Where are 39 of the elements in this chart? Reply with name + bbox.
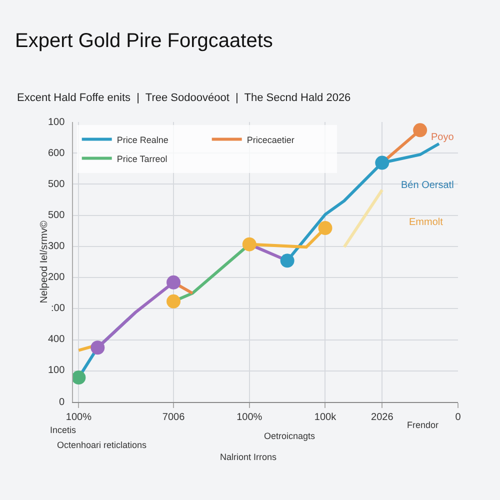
text: Frendor [407, 420, 439, 430]
text: 400 [48, 334, 66, 345]
x-tick-label: 100% [66, 412, 92, 423]
point [73, 370, 86, 385]
x-tick-label: 7006 [162, 412, 186, 423]
text: :00 [51, 303, 66, 314]
text: 500 [48, 210, 66, 221]
text: 100 [48, 365, 66, 376]
text: Incetis [50, 425, 77, 435]
point [318, 221, 332, 236]
point [242, 237, 256, 252]
x-tick-label: 2026 [371, 412, 394, 423]
point [166, 294, 181, 308]
point [413, 123, 428, 138]
text: Nalriont Irrons [220, 452, 278, 462]
point [375, 156, 390, 170]
text: 600 [48, 148, 66, 159]
legend-label: Pricecaetier [246, 134, 294, 145]
point [166, 275, 181, 290]
point [90, 340, 105, 355]
text: 200 [48, 272, 66, 283]
x-tick-label: 100% [236, 412, 262, 423]
legend-label: Price Tarreol [116, 154, 168, 164]
text: 500 [48, 179, 66, 190]
x-tick-label: 100k [314, 412, 338, 423]
text: 100 [48, 117, 66, 128]
annotation: Poyo [431, 132, 454, 143]
annotation: Bén Oersatl [401, 180, 454, 191]
text: 300 [48, 241, 66, 252]
chart-title: Expert Gold Pire Forgcaatets [15, 30, 273, 52]
chart-subtitle: Excent Hald Foffe enits | Tree Sodoovéoot | The Secnd Hald 2026 [17, 92, 351, 104]
y-axis-title: Nelpeod Iel/srmv© [39, 220, 50, 304]
x-tick-label: 0 [455, 412, 462, 423]
legend-label: Price Realne [116, 134, 168, 145]
point [280, 254, 294, 268]
text: Oetroicnagts [264, 431, 316, 441]
annotation: Emmolt [409, 217, 444, 228]
text: 0 [59, 397, 65, 408]
text: Octenhoari reticlations [57, 440, 148, 450]
